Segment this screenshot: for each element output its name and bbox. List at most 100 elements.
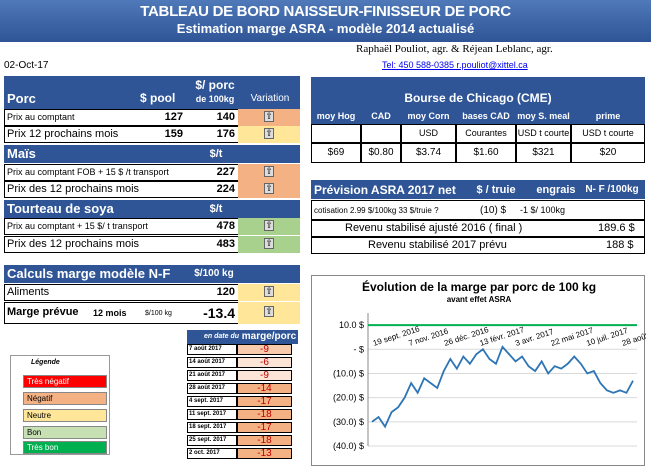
cme-header bbox=[311, 77, 645, 108]
mais-row-comptant: Prix au comptant FOB + 15 $ /t transport… bbox=[4, 164, 300, 181]
marge-table-row: 21 août 2017 -9 bbox=[187, 370, 297, 381]
cme-unit-cell bbox=[311, 124, 361, 143]
marge-row-date: 28 août 2017 bbox=[187, 383, 237, 394]
dashboard-subtitle: Estimation marge ASRA - modèle 2014 actu… bbox=[176, 21, 475, 36]
y-tick-label: (20.0) $ bbox=[333, 393, 364, 403]
soya-12mois-variation: ⇧ bbox=[238, 236, 300, 253]
mais-row-label: Prix au comptant FOB + 15 $ /t transport bbox=[7, 167, 169, 177]
marge-row-date: 14 août 2017 bbox=[187, 357, 237, 368]
marge-value: -13.4 bbox=[203, 305, 235, 321]
calculs-row-marge: Marge prévue 12 mois $/100 kg -13.4 bbox=[4, 302, 300, 324]
marge-row-date: 2 oct. 2017 bbox=[187, 448, 237, 459]
marge-row-date: 21 août 2017 bbox=[187, 370, 237, 381]
marge-sub: 12 mois bbox=[93, 308, 127, 318]
cme-value-cell: $3.74 bbox=[401, 143, 456, 163]
cme-col-header: CAD bbox=[371, 111, 391, 121]
asra-col-nf: N- F /100kg bbox=[585, 184, 639, 195]
marge-table-header-date-label: en date du bbox=[204, 333, 240, 340]
porc-comptant-variation: ⇧ bbox=[238, 109, 300, 126]
calculs-row-aliments: Aliments 120 bbox=[4, 284, 300, 301]
arrow-up-icon: ⇧ bbox=[264, 128, 274, 139]
legend-item-neutre: Neutre bbox=[23, 409, 107, 422]
marge-row-value: -18 bbox=[237, 435, 292, 446]
cme-value-cell: $69 bbox=[311, 143, 361, 163]
aliments-value: 120 bbox=[216, 286, 235, 298]
asra-col-truie: $ / truie bbox=[476, 184, 516, 196]
soya-title: Tourteau de soya bbox=[7, 201, 114, 216]
marge-row-date: 7 août 2017 bbox=[187, 344, 237, 355]
marge-table-header-bg bbox=[187, 330, 240, 344]
cme-col-header: moy Hog bbox=[316, 111, 356, 121]
marge-table-row: 14 août 2017 -6 bbox=[187, 357, 297, 368]
mais-comptant-variation: ⇧ bbox=[238, 164, 300, 181]
porc-row-label: Prix au comptant bbox=[7, 112, 75, 122]
arrow-up-icon: ⇧ bbox=[264, 286, 274, 297]
mais-12mois-variation: ⇧ bbox=[238, 181, 300, 198]
mais-unit: $/t bbox=[209, 148, 223, 160]
soya-header bbox=[4, 200, 300, 218]
cme-col-header: prime bbox=[595, 111, 621, 121]
porc-header bbox=[4, 76, 300, 109]
marge-row-date: 11 sept. 2017 bbox=[187, 409, 237, 420]
mais-value: 227 bbox=[216, 166, 235, 178]
mais-title: Maïs bbox=[7, 146, 36, 161]
marge-row-value: -18 bbox=[237, 409, 292, 420]
porc-col-porc: $/ porc bbox=[195, 78, 235, 92]
mais-row-12mois: Prix des 12 prochains mois 224 bbox=[4, 181, 300, 198]
aliments-variation: ⇧ bbox=[238, 284, 300, 301]
dashboard-banner: TABLEAU DE BORD NAISSEUR-FINISSEUR DE PO… bbox=[0, 0, 651, 42]
asra-revenu-2016-label: Revenu stabilisé ajusté 2016 ( final ) bbox=[345, 222, 523, 234]
y-tick-label: - $ bbox=[353, 344, 364, 354]
cme-value-cell: $0.80 bbox=[361, 143, 401, 163]
soya-value: 478 bbox=[216, 220, 235, 232]
legend-box: Légende bbox=[10, 355, 110, 455]
calculs-title: Calculs marge modèle N-F bbox=[7, 266, 171, 281]
marge-row-value: -17 bbox=[237, 396, 292, 407]
marge-row-value: -17 bbox=[237, 422, 292, 433]
porc-porc-value: 176 bbox=[216, 128, 235, 140]
asra-col-engrais: engrais bbox=[536, 184, 576, 196]
authors: Raphaël Pouliot, agr. & Réjean Leblanc, … bbox=[356, 43, 553, 55]
marge-label: Marge prévue bbox=[7, 306, 79, 318]
cme-col-header-band bbox=[311, 108, 645, 124]
asra-revenu-2017-row bbox=[311, 237, 645, 254]
soya-row-comptant: Prix au comptant + 15 $/ t transport 478 bbox=[4, 218, 300, 235]
cme-title: Bourse de Chicago (CME) bbox=[404, 91, 552, 105]
porc-col-variation: Variation bbox=[250, 93, 290, 104]
marge-row-value: -13 bbox=[237, 448, 292, 459]
y-tick-label: (40.0) $ bbox=[333, 441, 364, 451]
marge-table-row: 25 sept. 2017 -18 bbox=[187, 435, 297, 446]
margin-series-line bbox=[371, 345, 634, 429]
asra-revenu-2017-label: Revenu stabilisé 2017 prévu bbox=[368, 239, 507, 251]
asra-cotisation-engrais: -1 $/ 100kg bbox=[520, 205, 566, 215]
arrow-up-icon: ⇧ bbox=[264, 306, 274, 317]
contact-link[interactable]: Tel: 450 588-0385 r.pouliot@xittel.ca bbox=[382, 60, 528, 70]
arrow-up-icon: ⇧ bbox=[264, 220, 274, 231]
marge-row-value: -6 bbox=[237, 357, 292, 368]
chart-title: Évolution de la marge par porc de 100 kg bbox=[361, 280, 597, 294]
legend-item-tres-negatif: Très négatif bbox=[23, 375, 107, 388]
y-tick-label: (10.0) $ bbox=[333, 368, 364, 378]
cme-unit-cell: Courantes bbox=[456, 124, 516, 143]
marge-table-row: 2 oct. 2017 -13 bbox=[187, 448, 297, 459]
soya-comptant-variation: ⇧ bbox=[238, 218, 300, 235]
marge-row-date: 18 sept. 2017 bbox=[187, 422, 237, 433]
arrow-up-icon: ⇧ bbox=[264, 166, 274, 177]
asra-revenu-2016-row bbox=[311, 220, 645, 237]
porc-row-12mois: Prix 12 prochains mois 159 176 bbox=[4, 126, 300, 143]
y-tick-label: 10.0 $ bbox=[339, 320, 364, 330]
porc-pool-value: 159 bbox=[164, 128, 183, 140]
cme-unit-cell bbox=[361, 124, 401, 143]
report-date: 02-Oct-17 bbox=[4, 60, 49, 71]
marge-row-date: 25 sept. 2017 bbox=[187, 435, 237, 446]
dashboard-title: TABLEAU DE BORD NAISSEUR-FINISSEUR DE PO… bbox=[140, 3, 511, 20]
marge-table-row: 4 sept. 2017 -17 bbox=[187, 396, 297, 407]
legend-item-tres-bon: Très bon bbox=[23, 441, 107, 454]
margin-chart: Évolution de la marge par porc de 100 kg… bbox=[311, 275, 646, 466]
soya-value: 483 bbox=[216, 238, 235, 250]
cme-unit-cell: USD bbox=[401, 124, 456, 143]
porc-col-porc-sub: de 100kg bbox=[195, 94, 235, 104]
cme-value-cell: $321 bbox=[516, 143, 571, 163]
asra-cotisation-label: cotisation 2.99 $/100kg 33 $/truie ? bbox=[314, 206, 439, 215]
cme-unit-cell: USD t courte bbox=[516, 124, 571, 143]
